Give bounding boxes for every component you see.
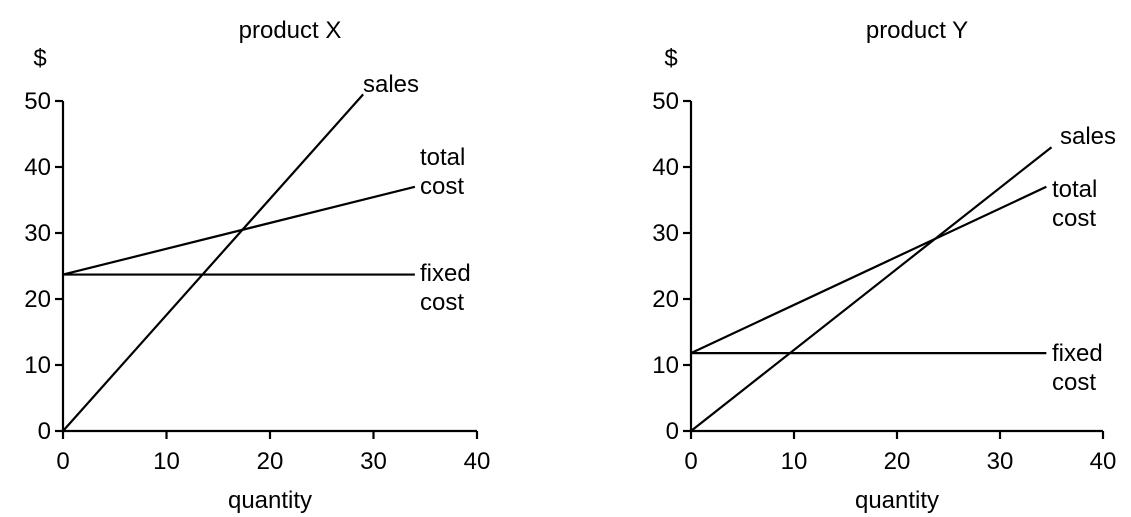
x-tick-label: 40: [464, 448, 491, 475]
x-tick-label: 40: [1090, 448, 1117, 475]
series-line-total-cost: [690, 185, 1047, 355]
y-tick-label: 0: [666, 418, 679, 445]
series-label-total-cost: total: [420, 144, 465, 171]
series-label-fixed-cost: cost: [1052, 369, 1096, 396]
series-label-fixed-cost: fixed: [420, 260, 471, 287]
chart-title: product Y: [866, 17, 968, 44]
series-label-sales: sales: [1060, 123, 1116, 150]
y-tick-label: 40: [24, 154, 51, 181]
chart-panel-2: product Y $ quantity 0 10 20 30 40 50 0 10 20 30 40 sa…: [652, 17, 1116, 514]
y-tick-label: 50: [24, 88, 51, 115]
y-tick-label: 40: [652, 154, 679, 181]
x-tick-label: 20: [884, 448, 911, 475]
x-tick-label: 10: [153, 448, 180, 475]
y-tick-label: 10: [24, 352, 51, 379]
x-tick-label: 30: [987, 448, 1014, 475]
x-tick-label: 20: [257, 448, 284, 475]
y-tick-label: 0: [38, 418, 51, 445]
series-line-sales: [690, 146, 1053, 432]
x-tick-label: 0: [56, 448, 69, 475]
series-label-total-cost: cost: [420, 173, 464, 200]
x-tick-label: 0: [684, 448, 697, 475]
y-tick-label: 50: [652, 88, 679, 115]
y-axis-label: $: [33, 45, 46, 72]
series-label-fixed-cost: fixed: [1052, 340, 1103, 367]
chart-panel-1: product X $ quantity 0 10 20 30 40 50 0 10 20 30 40 sa…: [24, 17, 490, 514]
y-tick-label: 10: [652, 352, 679, 379]
series-line-sales: [62, 93, 364, 432]
y-tick-label: 30: [24, 220, 51, 247]
x-axis-label: quantity: [855, 487, 939, 514]
series-label-sales: sales: [363, 71, 419, 98]
y-tick-label: 30: [652, 220, 679, 247]
series-label-total-cost: total: [1052, 176, 1097, 203]
chart-title: product X: [239, 17, 342, 44]
series-label-total-cost: cost: [1052, 205, 1096, 232]
series-label-fixed-cost: cost: [420, 289, 464, 316]
x-axis-label: quantity: [228, 487, 312, 514]
y-tick-label: 20: [652, 286, 679, 313]
y-tick-label: 20: [24, 286, 51, 313]
series-line-total-cost: [62, 185, 416, 276]
x-tick-label: 10: [781, 448, 808, 475]
x-tick-label: 30: [360, 448, 387, 475]
y-axis-label: $: [664, 45, 677, 72]
